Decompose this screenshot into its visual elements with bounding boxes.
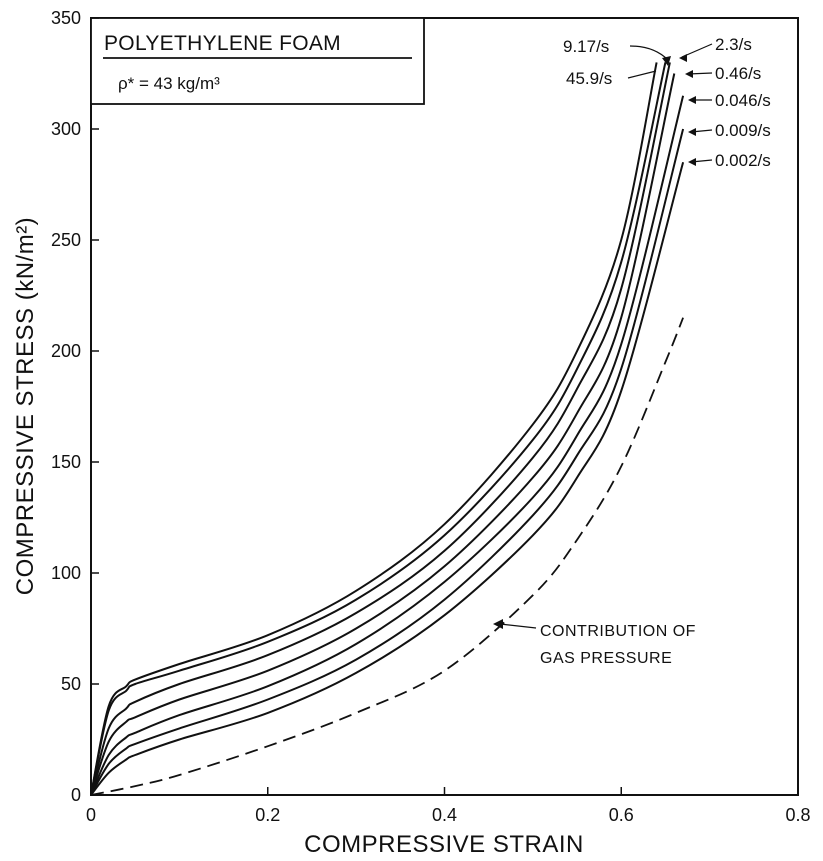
series-line <box>90 162 685 796</box>
gas-pressure-line <box>90 317 684 796</box>
series-line <box>90 62 667 796</box>
series-label: 0.046/s <box>715 91 771 110</box>
chart-subtitle: ρ* = 43 kg/m³ <box>118 74 220 93</box>
annotation-line-2: GAS PRESSURE <box>540 650 672 667</box>
annotation-line-1: CONTRIBUTION OF <box>540 623 696 640</box>
annotation-arrowhead <box>493 619 503 629</box>
series-label: 45.9/s <box>566 69 612 88</box>
series-labels: 45.9/s 9.17/s 2.3/s 0.46/s 0.046/s 0.009/s 0.0… <box>563 35 771 170</box>
label-arrowhead <box>688 96 696 104</box>
y-tick-label: 150 <box>51 452 81 472</box>
label-leader <box>627 70 657 79</box>
label-arrowhead <box>688 158 696 166</box>
y-tick-label: 100 <box>51 563 81 583</box>
x-tick-label: 0 <box>86 805 96 825</box>
annotation-arrow-line <box>499 623 537 629</box>
x-tick-label: 0.2 <box>255 805 280 825</box>
x-tick-label: 0.8 <box>785 805 810 825</box>
y-tick-label: 300 <box>51 119 81 139</box>
inset-border <box>90 17 425 105</box>
y-tick-label: 0 <box>71 785 81 805</box>
y-tick-label: 250 <box>51 230 81 250</box>
y-tick-label: 50 <box>61 674 81 694</box>
chart-title: POLYETHYLENE FOAM <box>104 32 341 55</box>
x-tick-label: 0.4 <box>432 805 457 825</box>
label-arrowhead <box>662 56 671 66</box>
label-arrowhead <box>688 128 696 136</box>
series-line <box>90 73 676 796</box>
label-arrowhead <box>685 70 693 78</box>
series-line <box>90 62 658 796</box>
series-line <box>90 95 685 796</box>
label-leader <box>629 45 669 61</box>
x-axis: 0 0.2 0.4 0.6 0.8 <box>86 787 811 825</box>
y-tick-label: 350 <box>51 8 81 28</box>
x-tick-label: 0.6 <box>609 805 634 825</box>
series-label: 2.3/s <box>715 35 752 54</box>
series-label: 9.17/s <box>563 37 609 56</box>
series-label: 0.46/s <box>715 64 761 83</box>
y-axis: 0 50 100 150 200 250 300 350 <box>51 8 99 805</box>
x-axis-title: COMPRESSIVE STRAIN <box>304 831 584 858</box>
inset-box: POLYETHYLENE FOAM ρ* = 43 kg/m³ <box>90 17 425 105</box>
y-tick-label: 200 <box>51 341 81 361</box>
series-layer <box>90 62 685 796</box>
gas-pressure-annotation: CONTRIBUTION OF GAS PRESSURE <box>493 619 696 667</box>
y-axis-title: COMPRESSIVE STRESS (kN/m²) <box>12 217 39 595</box>
series-line <box>90 128 685 796</box>
series-label: 0.002/s <box>715 151 771 170</box>
series-line <box>90 62 671 796</box>
label-arrowhead <box>679 54 687 62</box>
series-label: 0.009/s <box>715 121 771 140</box>
